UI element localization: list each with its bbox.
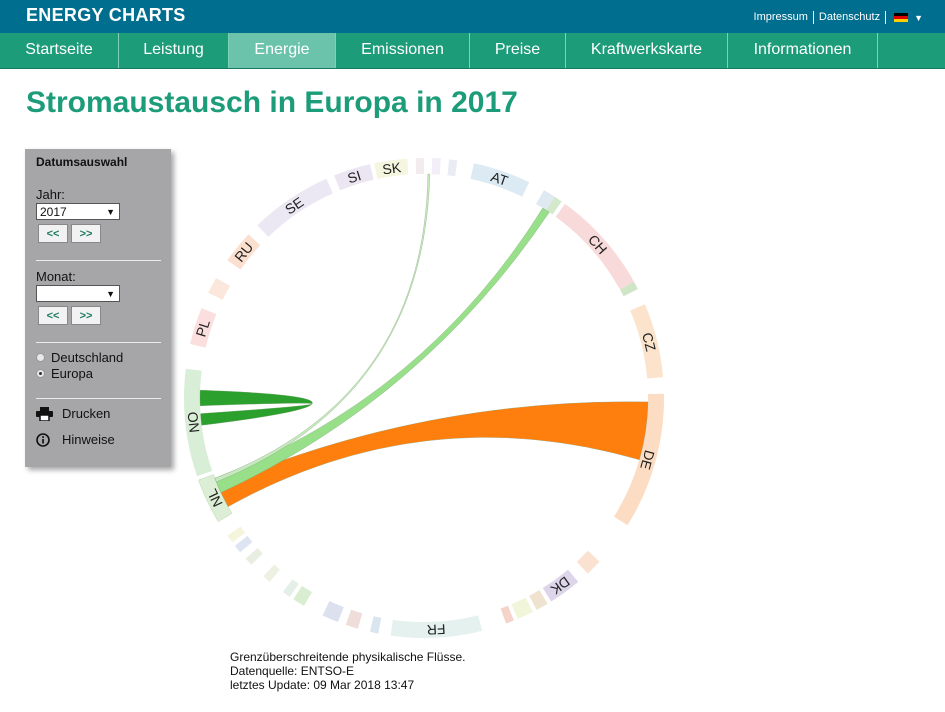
chord-arc-minor[interactable] [345, 609, 363, 629]
chord-arc-minor[interactable] [234, 535, 253, 553]
chord-arc-ch[interactable] [555, 203, 634, 290]
country-label-fr: FR [426, 621, 445, 638]
page-title: Stromaustausch in Europa in 2017 [26, 86, 518, 119]
chord-arc-no[interactable] [183, 368, 213, 477]
tab-emissionen[interactable]: Emissionen [336, 33, 470, 68]
chord-arc-minor[interactable] [263, 564, 281, 582]
year-select-value: 2017 [40, 205, 67, 219]
chord-arc-de[interactable] [613, 393, 664, 526]
info-icon [36, 432, 50, 447]
country-label-si: SI [346, 167, 363, 186]
divider [36, 342, 161, 343]
top-bar: ENERGY CHARTS Impressum Datenschutz ▼ [0, 0, 945, 33]
month-prev-button[interactable]: << [38, 306, 68, 325]
radio-circle-icon [36, 353, 45, 362]
chord-arc-ru[interactable] [227, 234, 261, 270]
chord-arc-minor[interactable] [511, 597, 533, 619]
printer-icon [36, 406, 53, 421]
date-selection-panel: Datumsauswahl Jahr: 2017 ▼ << >> Monat: … [25, 149, 171, 467]
radio-europa-label: Europa [51, 366, 93, 381]
chord-arc-at[interactable] [470, 163, 530, 197]
chord-arc-cz[interactable] [630, 304, 664, 379]
month-next-button[interactable]: >> [71, 306, 101, 325]
chord-arc-minor[interactable] [545, 196, 562, 215]
chord-arc-fr[interactable] [390, 615, 483, 638]
radio-selected-icon [36, 369, 45, 378]
chord-arc-pl[interactable] [190, 308, 217, 348]
chevron-down-icon: ▼ [106, 207, 115, 217]
main-nav: Startseite Leistung Energie Emissionen P… [0, 33, 945, 69]
chord-arc-minor[interactable] [619, 281, 638, 297]
print-label: Drucken [62, 406, 111, 421]
country-label-de: DE [637, 448, 658, 471]
chord-arc-minor[interactable] [500, 605, 514, 624]
chord-arc-dk[interactable] [542, 569, 579, 602]
impressum-link[interactable]: Impressum [749, 11, 814, 24]
chord-arc-minor[interactable] [322, 601, 344, 623]
chord-arc-sk[interactable] [374, 158, 409, 179]
radio-deutschland-label: Deutschland [51, 350, 124, 365]
year-prev-button[interactable]: << [38, 224, 68, 243]
year-next-button[interactable]: >> [71, 224, 101, 243]
chord-arc-minor[interactable] [208, 278, 231, 300]
country-label-at: AT [489, 168, 511, 189]
language-dropdown-icon[interactable]: ▼ [914, 12, 923, 23]
chord-arc-si[interactable] [334, 164, 374, 191]
chord-arc-minor[interactable] [245, 547, 263, 565]
tab-energie[interactable]: Energie [229, 33, 336, 68]
divider [36, 398, 161, 399]
radio-deutschland[interactable]: Deutschland [36, 350, 123, 365]
chord-arc-minor[interactable] [415, 158, 424, 175]
print-button[interactable]: Drucken [36, 406, 110, 421]
tab-startseite[interactable]: Startseite [0, 33, 119, 68]
flow-ribbon-nl-sk[interactable] [214, 173, 431, 483]
tab-kraftwerkskarte[interactable]: Kraftwerkskarte [566, 33, 728, 68]
footnote-source: Datenquelle: ENTSO-E [230, 664, 355, 678]
chord-arc-minor[interactable] [529, 590, 548, 610]
chord-arc-minor[interactable] [576, 550, 600, 574]
country-label-nl: NL [203, 486, 225, 509]
country-label-cz: CZ [639, 331, 659, 353]
panel-title: Datumsauswahl [36, 155, 128, 169]
chord-arc-se[interactable] [257, 178, 333, 237]
chord-arc-minor[interactable] [370, 616, 382, 634]
flow-ribbon-nl-no[interactable] [199, 389, 313, 426]
chord-arc-minor[interactable] [447, 159, 458, 177]
country-label-sk: SK [381, 159, 402, 178]
chord-arc-minor[interactable] [282, 579, 299, 597]
footnote-update: letztes Update: 09 Mar 2018 13:47 [230, 678, 415, 692]
year-label: Jahr: [36, 187, 65, 202]
chart-footnote: Grenzüberschreitende physikalische Flüss… [230, 650, 465, 692]
chord-arc-nl[interactable] [198, 474, 233, 522]
german-flag-icon[interactable] [894, 13, 909, 22]
top-links: Impressum Datenschutz ▼ [749, 11, 923, 24]
country-label-no: NO [184, 411, 202, 434]
info-label: Hinweise [62, 432, 115, 447]
divider [36, 260, 161, 261]
info-button[interactable]: Hinweise [36, 432, 115, 447]
datenschutz-link[interactable]: Datenschutz [814, 11, 887, 24]
chord-arc-minor[interactable] [227, 526, 246, 543]
tab-leistung[interactable]: Leistung [119, 33, 229, 68]
chord-arc-minor[interactable] [536, 190, 555, 211]
country-label-pl: PL [193, 317, 213, 338]
chord-arc-minor[interactable] [431, 158, 441, 175]
footnote-description: Grenzüberschreitende physikalische Flüss… [230, 650, 466, 664]
month-select[interactable]: ▼ [36, 285, 120, 302]
radio-europa[interactable]: Europa [36, 366, 93, 381]
tab-preise[interactable]: Preise [470, 33, 566, 68]
month-label: Monat: [36, 269, 76, 284]
brand-logo[interactable]: ENERGY CHARTS [26, 5, 186, 25]
chord-arc-minor[interactable] [293, 585, 312, 606]
year-select[interactable]: 2017 ▼ [36, 203, 120, 220]
chevron-down-icon: ▼ [106, 289, 115, 299]
tab-informationen[interactable]: Informationen [728, 33, 878, 68]
